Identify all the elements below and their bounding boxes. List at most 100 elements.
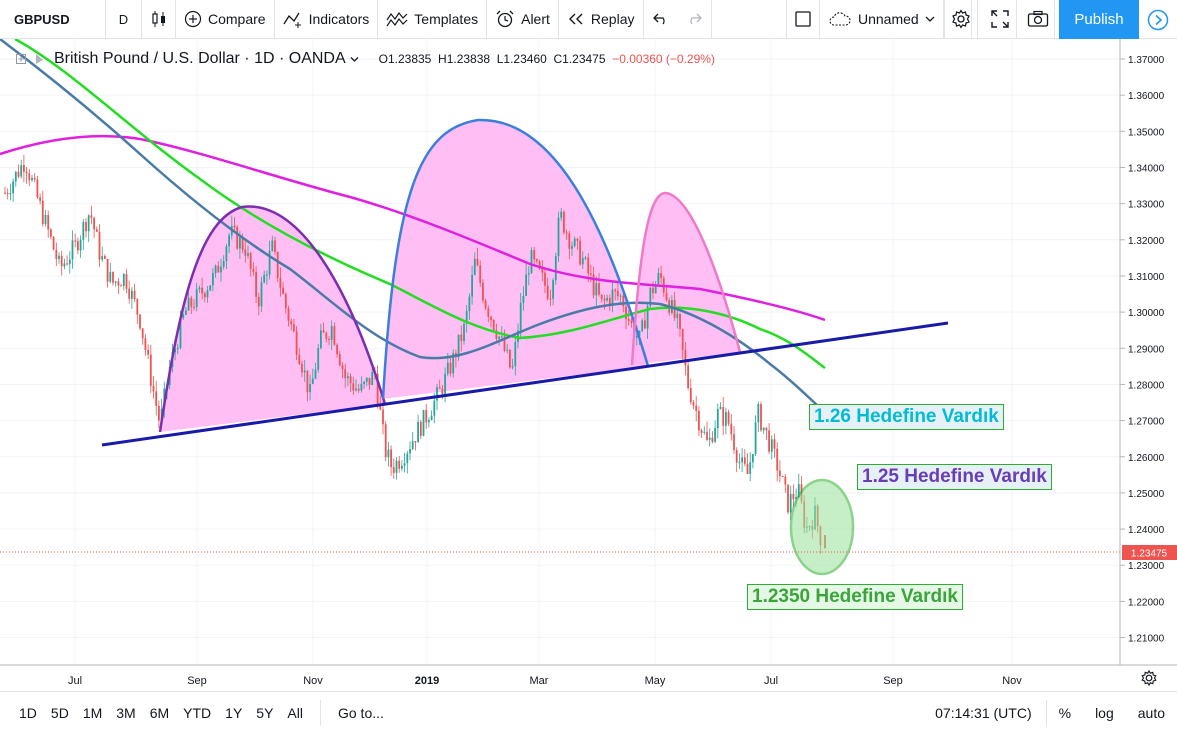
candle xyxy=(368,377,371,390)
candle xyxy=(185,307,187,316)
play-button[interactable] xyxy=(1139,0,1177,39)
pattern-fill-head xyxy=(383,119,648,399)
templates-button[interactable]: Templates xyxy=(378,0,488,39)
chevron-down-icon xyxy=(925,16,935,22)
chart-area[interactable]: 1.37000 1.36000 1.35000 1.34000 1.33000 1.320… xyxy=(0,37,1177,691)
clock-utc[interactable]: 07:14:31 (UTC) xyxy=(921,700,1047,726)
candle xyxy=(136,298,139,325)
candle xyxy=(106,258,109,288)
candle xyxy=(249,251,252,277)
low-value: L1.23460 xyxy=(496,52,547,66)
range-button-1y[interactable]: 1Y xyxy=(225,704,243,721)
range-button-1d[interactable]: 1D xyxy=(19,704,37,721)
chevron-down-icon[interactable] xyxy=(350,56,359,63)
annotation-target-125[interactable]: 1.25 Hedefine Vardık xyxy=(857,464,1052,490)
candle xyxy=(155,380,158,416)
indicators-button[interactable]: Indicators xyxy=(275,0,379,39)
undo-button[interactable] xyxy=(644,0,678,39)
candle xyxy=(128,280,131,304)
annotation-target-126[interactable]: 1.26 Hedefine Vardık xyxy=(809,404,1004,430)
settings-button[interactable] xyxy=(944,0,978,39)
candle xyxy=(627,310,630,326)
candle xyxy=(68,251,71,274)
candle xyxy=(125,268,128,294)
candle xyxy=(552,277,554,306)
neckline-trendline xyxy=(101,321,949,447)
candle xyxy=(679,312,681,337)
range-button-5y[interactable]: 5Y xyxy=(256,704,274,721)
candle xyxy=(784,473,787,493)
candle xyxy=(214,264,217,278)
percent-toggle[interactable]: % xyxy=(1058,705,1072,721)
candle xyxy=(60,250,63,276)
goto-button[interactable]: Go to... xyxy=(337,704,384,721)
candle xyxy=(79,235,82,258)
range-button-5d[interactable]: 5D xyxy=(50,704,69,721)
candle xyxy=(544,266,546,293)
candle xyxy=(565,229,568,240)
bottom-right-controls: 07:14:31 (UTC) % log auto xyxy=(921,692,1177,734)
candle xyxy=(41,190,44,227)
candle xyxy=(449,355,452,377)
candle xyxy=(511,358,514,370)
time-tick-label: May xyxy=(645,675,666,687)
candle xyxy=(306,370,309,402)
date-range-buttons: 1D 5D 1M 3M 6M YTD 1Y 5Y All xyxy=(0,705,310,721)
candle xyxy=(266,270,268,285)
time-tick-label: Jul xyxy=(68,675,82,687)
range-button-all[interactable]: All xyxy=(287,704,303,721)
candle xyxy=(382,400,384,435)
candle xyxy=(233,217,236,232)
fullscreen-chart-button[interactable] xyxy=(786,0,820,39)
candle xyxy=(279,267,282,297)
log-toggle[interactable]: log xyxy=(1095,705,1114,721)
candle xyxy=(611,281,614,313)
candle xyxy=(287,305,290,327)
candle xyxy=(708,428,711,447)
candle xyxy=(63,258,66,270)
candle xyxy=(147,344,149,360)
candle xyxy=(703,426,706,435)
candle xyxy=(460,325,463,352)
candle xyxy=(336,343,338,358)
range-button-6m[interactable]: 6M xyxy=(149,704,170,721)
layout-menu[interactable]: Unnamed xyxy=(820,0,944,39)
price-tick-label: 1.26000 xyxy=(1128,453,1165,464)
candle xyxy=(614,288,617,301)
annotation-target-12350[interactable]: 1.2350 Hedefine Vardık xyxy=(747,584,963,610)
range-button-1m[interactable]: 1M xyxy=(82,704,103,721)
candle xyxy=(754,415,757,456)
candle xyxy=(398,455,401,473)
candle xyxy=(98,224,101,268)
candle xyxy=(392,458,395,480)
redo-button[interactable] xyxy=(678,0,712,39)
candle xyxy=(468,293,471,320)
symbol-search[interactable]: GBPUSD xyxy=(0,0,106,39)
moving-average-magenta xyxy=(0,134,826,322)
auto-toggle[interactable]: auto xyxy=(1137,705,1165,721)
compare-button[interactable]: Compare xyxy=(176,0,275,39)
candle xyxy=(714,420,716,444)
candle xyxy=(360,376,363,393)
symbol-title[interactable]: British Pound / U.S. Dollar · 1D · OANDA xyxy=(54,50,346,67)
alert-button[interactable]: Alert xyxy=(487,0,559,39)
collapse-legend-icon[interactable] xyxy=(16,52,46,66)
interval-button[interactable]: D xyxy=(106,0,142,39)
scale-settings-icon xyxy=(1141,669,1157,687)
fullscreen-button[interactable] xyxy=(983,0,1017,39)
price-chart[interactable]: 1.37000 1.36000 1.35000 1.34000 1.33000 1.320… xyxy=(0,37,1177,691)
candle xyxy=(473,252,476,276)
candle xyxy=(533,247,536,267)
range-button-3m[interactable]: 3M xyxy=(116,704,136,721)
candle xyxy=(333,322,336,346)
candle xyxy=(746,453,749,475)
range-button-ytd[interactable]: YTD xyxy=(183,704,212,721)
snapshot-button[interactable] xyxy=(1021,0,1055,39)
chart-style-button[interactable] xyxy=(142,0,176,39)
candle xyxy=(87,214,90,242)
replay-button[interactable]: Replay xyxy=(559,0,644,39)
change-value: −0.00360 (−0.29%) xyxy=(612,52,715,66)
candle xyxy=(131,287,133,309)
candle xyxy=(471,265,473,305)
publish-button[interactable]: Publish xyxy=(1059,0,1139,39)
